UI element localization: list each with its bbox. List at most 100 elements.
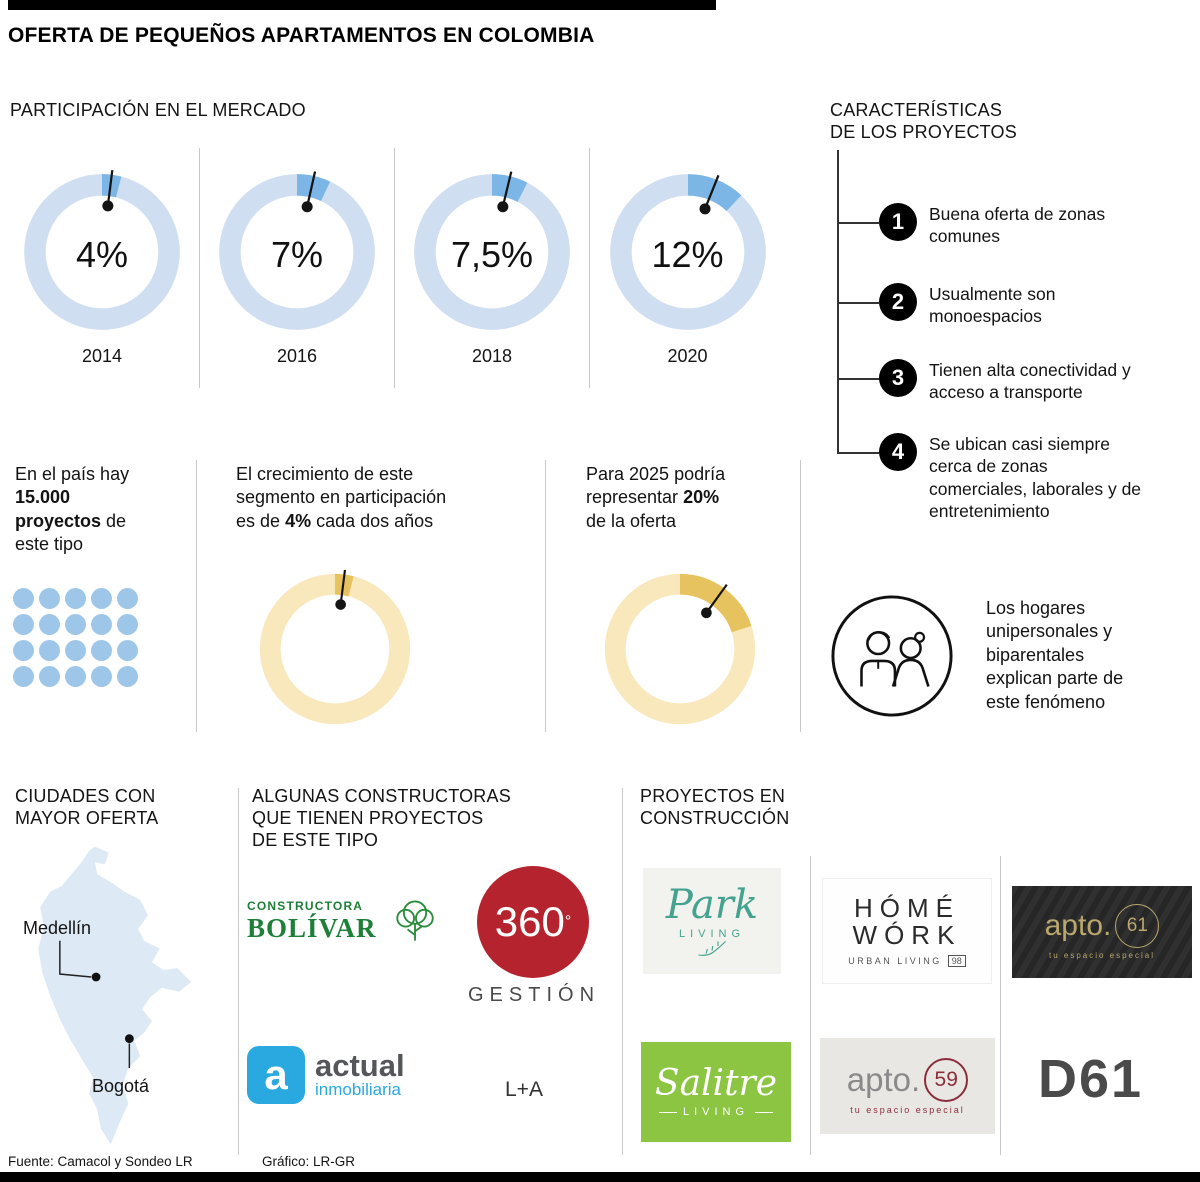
bolivar-word-bolivar: BOLÍVAR [247, 912, 377, 943]
forecast-text: Para 2025 podría representar 20% de la o… [586, 463, 736, 533]
projects-heading-line1: PROYECTOS EN [640, 786, 786, 806]
homework-sub: URBAN LIVING [848, 956, 942, 967]
homework-line2: WÓRK [852, 920, 962, 950]
connector-line [837, 378, 879, 380]
characteristics-heading-line1: CARACTERÍSTICAS [830, 100, 1003, 120]
donut-value-label: 7% [270, 234, 324, 275]
divider [622, 788, 623, 1155]
supply-dot [39, 614, 60, 635]
supply-text-post: de este tipo [15, 510, 127, 555]
bolivar-tree-icon [395, 900, 434, 941]
market-donut-2020: 12% 2020 [590, 148, 785, 388]
logo-salitre-living: Salitre LIVING [641, 1042, 791, 1142]
supply-dot [91, 640, 112, 661]
supply-dot [13, 666, 34, 687]
households-text: Los hogares unipersonales y biparentales… [986, 598, 1124, 712]
supply-text-bold: 15.000 proyectos [15, 487, 102, 531]
footer-source: Fuente: Camacol y Sondeo LR [8, 1154, 193, 1169]
city-label-bogota: Bogotá [92, 1076, 150, 1096]
donut-chart [414, 171, 570, 330]
donut-value-label: 7,5% [450, 234, 534, 275]
growth-text-pre: El crecimiento de este segmento en parti… [236, 464, 447, 531]
item-text: Se ubican casi siempre cerca de zonas co… [929, 434, 1142, 522]
projects-heading: PROYECTOS EN CONSTRUCCIÓN [640, 786, 789, 830]
medellin-dot [91, 972, 101, 982]
park-name: Park [665, 881, 759, 928]
donut-chart [609, 174, 766, 330]
builders-heading-line1: ALGUNAS CONSTRUCTORAS [252, 786, 511, 806]
characteristic-item-2: 2 Usualmente son monoespacios [837, 281, 1147, 328]
park-branch-icon [698, 940, 726, 956]
cities-heading-line2: MAYOR OFERTA [15, 807, 159, 828]
growth-text: El crecimiento de este segmento en parti… [236, 463, 464, 533]
market-section-heading: PARTICIPACIÓN EN EL MERCADO [10, 100, 306, 120]
logo-apto59: apto. 59 tu espacio especial [820, 1038, 995, 1134]
couple-icon [828, 592, 956, 720]
connector-line [837, 302, 879, 304]
bogota-dot [124, 1034, 134, 1044]
supply-text: En el país hay 15.000 proyectos de este … [15, 463, 143, 557]
forecast-donut [597, 566, 763, 732]
supply-dot [65, 640, 86, 661]
item-text: Buena oferta de zonas comunes [929, 204, 1106, 247]
builders-heading-line3: DE ESTE TIPO [252, 829, 379, 850]
city-label-medellin: Medellín [23, 918, 92, 938]
colombia-silhouette [38, 846, 192, 1145]
donut-year-label: 2020 [667, 346, 708, 366]
characteristic-item-1: 1 Buena oferta de zonas comunes [837, 201, 1147, 248]
connector-line [837, 452, 879, 454]
page-title: OFERTA DE PEQUEÑOS APARTAMENTOS EN COLOM… [8, 24, 595, 47]
supply-dot [13, 588, 34, 609]
supply-dot [13, 614, 34, 635]
supply-dot [117, 640, 138, 661]
divider [810, 856, 811, 1155]
logo-actual-inmobiliaria: a actual inmobiliaria [247, 1046, 405, 1104]
divider [1000, 856, 1001, 1155]
apto61-number-circle: 61 [1115, 904, 1160, 948]
apto61-sub: tu espacio especial [1048, 951, 1156, 960]
supply-dot [65, 666, 86, 687]
market-donut-row: 4% 2014 7% 2016 7,5% 2018 12% 2020 [5, 148, 785, 388]
footer-credit: Gráfico: LR-GR [262, 1154, 356, 1169]
divider [196, 460, 197, 732]
characteristics-connector-line [837, 150, 839, 452]
logo-360-gestion: GESTIÓN [468, 984, 601, 1006]
supply-dot-grid [13, 588, 138, 687]
growth-text-bold: 4% [285, 510, 312, 531]
homework-line1: HÓMÉ [854, 892, 960, 923]
logo-360-circle: 360 ° [477, 866, 589, 978]
logo-constructora-bolivar: CONSTRUCTORA BOLÍVAR [247, 893, 443, 949]
salitre-rule-right [755, 1111, 774, 1113]
item-text: Usualmente son monoespacios [929, 284, 1056, 327]
logo-l-plus-a: L+A [505, 1078, 543, 1101]
apto59-number-circle: 59 [924, 1057, 969, 1102]
donut-chart [259, 569, 411, 725]
donut-value-label: 12% [651, 234, 724, 275]
donut-chart [219, 171, 375, 330]
builders-heading: ALGUNAS CONSTRUCTORAS QUE TIENEN PROYECT… [252, 786, 511, 852]
item-text: Tienen alta conectividad y acceso a tran… [929, 360, 1131, 403]
supply-dot [39, 640, 60, 661]
cities-heading-line1: CIUDADES CON [15, 786, 156, 806]
logo-apto61: apto. 61 tu espacio especial [1012, 886, 1192, 978]
apto61-name: apto. [1044, 909, 1112, 942]
supply-dot [91, 614, 112, 635]
divider [238, 788, 239, 1155]
item-number-badge: 3 [879, 359, 917, 397]
logo-360-number: 360 [494, 898, 565, 945]
forecast-text-bold: 20% [683, 487, 720, 508]
divider [545, 460, 546, 732]
bolivar-word-constructora: CONSTRUCTORA [247, 898, 364, 913]
donut-chart [24, 169, 180, 330]
characteristics-heading: CARACTERÍSTICAS DE LOS PROYECTOS [830, 100, 1017, 144]
market-donut-2016: 7% 2016 [200, 148, 395, 388]
characteristic-item-3: 3 Tienen alta conectividad y acceso a tra… [837, 357, 1147, 404]
logo-d61: D61 [1038, 1049, 1144, 1109]
forecast-text-pre: Para 2025 podría representar [586, 464, 726, 508]
actual-a-icon: a [247, 1046, 305, 1104]
actual-name: actual [315, 1048, 405, 1084]
logo-park-living: Park LIVING [643, 868, 781, 974]
donut-year-label: 2016 [276, 346, 318, 366]
projects-heading-line2: CONSTRUCCIÓN [640, 807, 790, 828]
characteristics-heading-line2: DE LOS PROYECTOS [830, 121, 1017, 142]
